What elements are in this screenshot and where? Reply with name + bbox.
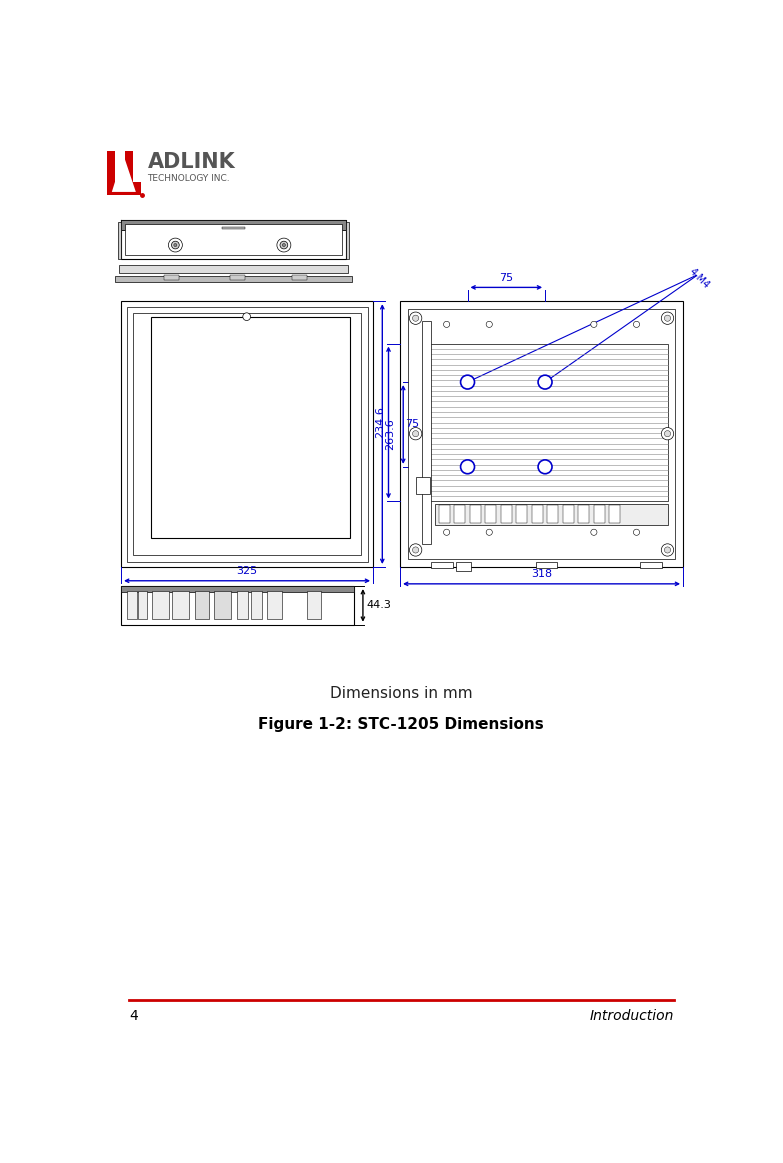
Bar [454, 505, 465, 523]
Bar [435, 504, 667, 525]
Circle shape [171, 241, 179, 249]
Bar [121, 221, 346, 229]
Bar [536, 562, 557, 569]
Polygon shape [112, 155, 135, 192]
Text: Introduction: Introduction [590, 1008, 673, 1022]
Circle shape [168, 238, 182, 252]
Bar [609, 505, 620, 523]
Circle shape [443, 321, 449, 328]
Bar [408, 309, 675, 559]
Circle shape [538, 459, 552, 473]
Bar [470, 505, 481, 523]
Bar [121, 586, 354, 625]
Bar [152, 591, 169, 619]
Text: 75: 75 [500, 273, 514, 283]
Bar [428, 343, 667, 501]
Text: 4: 4 [129, 1008, 138, 1022]
Bar [195, 591, 209, 619]
Bar [214, 591, 231, 619]
Bar [291, 276, 307, 280]
Circle shape [277, 238, 290, 252]
Bar [127, 307, 367, 562]
Bar [118, 222, 121, 259]
Bar [439, 505, 449, 523]
Circle shape [591, 529, 597, 535]
Bar [237, 591, 248, 619]
Bar [133, 313, 362, 556]
Circle shape [662, 544, 673, 556]
Text: 263.6: 263.6 [384, 419, 395, 450]
Text: 4-M4: 4-M4 [687, 266, 711, 291]
Bar [222, 227, 245, 229]
Bar [125, 224, 342, 255]
Circle shape [410, 312, 422, 324]
Bar [640, 562, 662, 569]
Bar [164, 276, 179, 280]
Bar [594, 505, 604, 523]
Bar [431, 562, 453, 569]
Circle shape [665, 315, 670, 321]
Bar [307, 591, 321, 619]
Circle shape [174, 243, 177, 247]
Bar [121, 301, 373, 566]
Bar [267, 591, 283, 619]
Circle shape [460, 459, 474, 473]
Text: 234.6: 234.6 [375, 407, 385, 438]
Circle shape [665, 547, 670, 554]
Bar [229, 276, 245, 280]
Text: ADLINK: ADLINK [147, 152, 235, 172]
Bar [172, 591, 189, 619]
Circle shape [665, 430, 670, 437]
Text: 318: 318 [531, 569, 552, 579]
Bar [563, 505, 574, 523]
Bar [579, 505, 590, 523]
Bar [138, 591, 147, 619]
Bar [532, 505, 543, 523]
Circle shape [662, 312, 673, 324]
Text: 325: 325 [236, 566, 258, 576]
Circle shape [633, 321, 640, 328]
Circle shape [243, 313, 251, 321]
Text: TECHNOLOGY INC.: TECHNOLOGY INC. [147, 174, 230, 184]
Circle shape [633, 529, 640, 535]
Bar [416, 477, 430, 494]
Bar [251, 591, 262, 619]
Circle shape [460, 376, 474, 390]
Bar [516, 505, 527, 523]
Circle shape [410, 428, 422, 440]
Bar [400, 301, 683, 566]
Circle shape [486, 529, 493, 535]
Text: Figure 1-2: STC-1205 Dimensions: Figure 1-2: STC-1205 Dimensions [258, 718, 543, 733]
Circle shape [443, 529, 449, 535]
Text: 75: 75 [406, 420, 420, 429]
Circle shape [538, 376, 552, 390]
Bar [121, 229, 346, 259]
Text: 44.3: 44.3 [366, 600, 392, 611]
Bar [422, 321, 431, 544]
Circle shape [413, 315, 419, 321]
Circle shape [410, 544, 422, 556]
Bar [119, 265, 348, 273]
Text: Dimensions in mm: Dimensions in mm [330, 686, 472, 701]
Circle shape [662, 428, 673, 440]
Circle shape [413, 430, 419, 437]
Circle shape [486, 321, 493, 328]
Bar [115, 276, 352, 281]
Bar [128, 591, 136, 619]
Circle shape [591, 321, 597, 328]
Circle shape [280, 241, 287, 249]
Bar [485, 505, 496, 523]
Bar [346, 222, 349, 259]
Circle shape [413, 547, 419, 554]
Bar [150, 316, 350, 537]
Bar [547, 505, 558, 523]
Bar [456, 562, 471, 571]
Circle shape [283, 243, 286, 247]
Polygon shape [107, 151, 140, 195]
Bar [501, 505, 512, 523]
Bar [121, 586, 354, 592]
